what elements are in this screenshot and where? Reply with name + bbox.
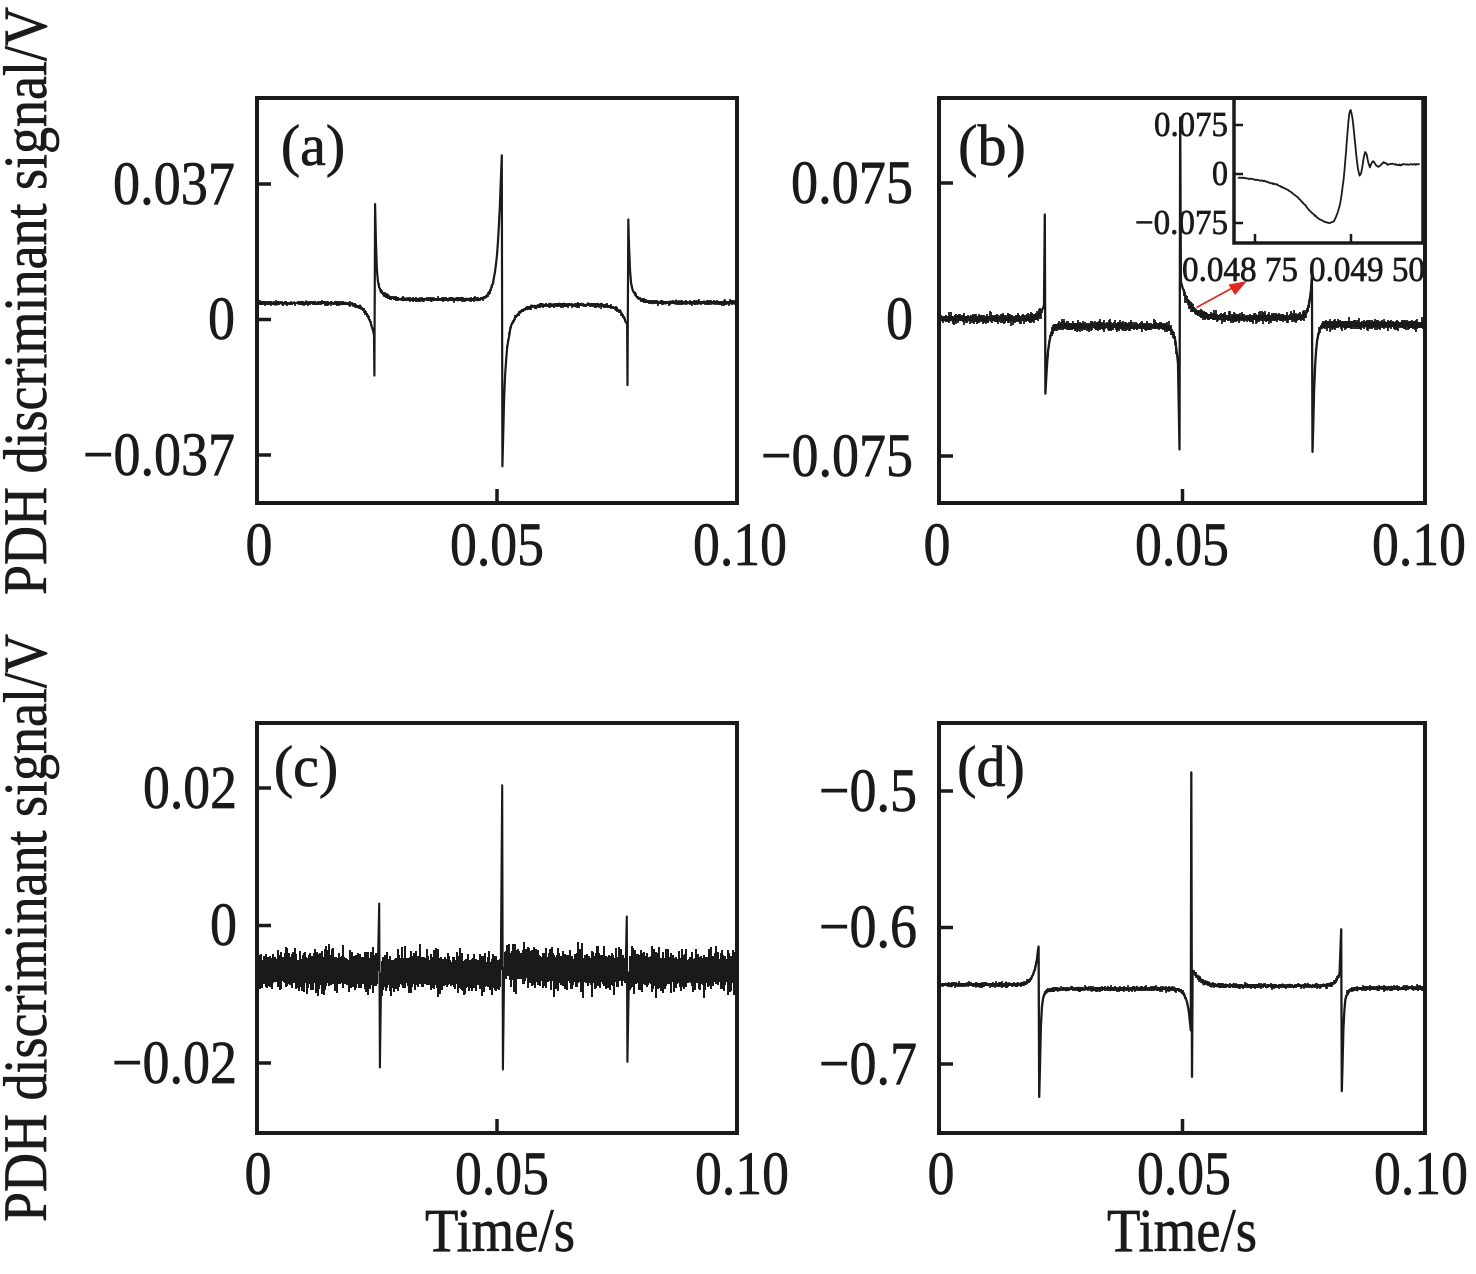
svg-text:(a): (a) <box>281 113 345 178</box>
svg-text:Time/s: Time/s <box>1107 1198 1257 1265</box>
svg-text:0.10: 0.10 <box>1374 1141 1468 1208</box>
svg-text:(b): (b) <box>958 113 1026 178</box>
svg-text:Time/s: Time/s <box>425 1198 575 1265</box>
svg-text:PDH discriminant signal/V: PDH discriminant signal/V <box>0 634 60 1222</box>
svg-text:−0.6: −0.6 <box>819 894 917 961</box>
svg-text:−0.075: −0.075 <box>761 423 913 490</box>
svg-text:−0.7: −0.7 <box>819 1031 917 1098</box>
svg-text:PDH discriminant signal/V: PDH discriminant signal/V <box>0 7 60 595</box>
svg-text:0: 0 <box>208 286 235 353</box>
svg-text:0.05: 0.05 <box>1135 512 1229 579</box>
svg-text:−0.075: −0.075 <box>1135 203 1228 242</box>
svg-text:−0.037: −0.037 <box>83 422 235 489</box>
svg-text:0.075: 0.075 <box>791 150 913 217</box>
svg-text:0.075: 0.075 <box>1154 105 1228 144</box>
svg-text:0.02: 0.02 <box>143 755 237 822</box>
svg-text:(d): (d) <box>957 734 1025 799</box>
svg-text:0: 0 <box>245 1141 272 1208</box>
svg-text:0.10: 0.10 <box>1372 512 1466 579</box>
svg-text:0.05: 0.05 <box>450 512 544 579</box>
svg-text:−0.5: −0.5 <box>819 758 917 825</box>
svg-text:0: 0 <box>924 512 951 579</box>
svg-text:0.049 50: 0.049 50 <box>1309 250 1425 289</box>
svg-text:0.10: 0.10 <box>695 1141 789 1208</box>
svg-text:0.048 75: 0.048 75 <box>1182 250 1298 289</box>
svg-text:−0.02: −0.02 <box>112 1030 237 1097</box>
svg-text:(c): (c) <box>274 734 338 799</box>
svg-text:0: 0 <box>1212 154 1228 193</box>
svg-text:0: 0 <box>928 1141 955 1208</box>
svg-text:0.05: 0.05 <box>455 1141 549 1208</box>
svg-text:0.05: 0.05 <box>1137 1141 1231 1208</box>
svg-text:0: 0 <box>886 286 913 353</box>
svg-text:0: 0 <box>210 892 237 959</box>
svg-text:0.037: 0.037 <box>113 151 235 218</box>
svg-text:0.10: 0.10 <box>693 512 787 579</box>
svg-text:0: 0 <box>246 512 273 579</box>
